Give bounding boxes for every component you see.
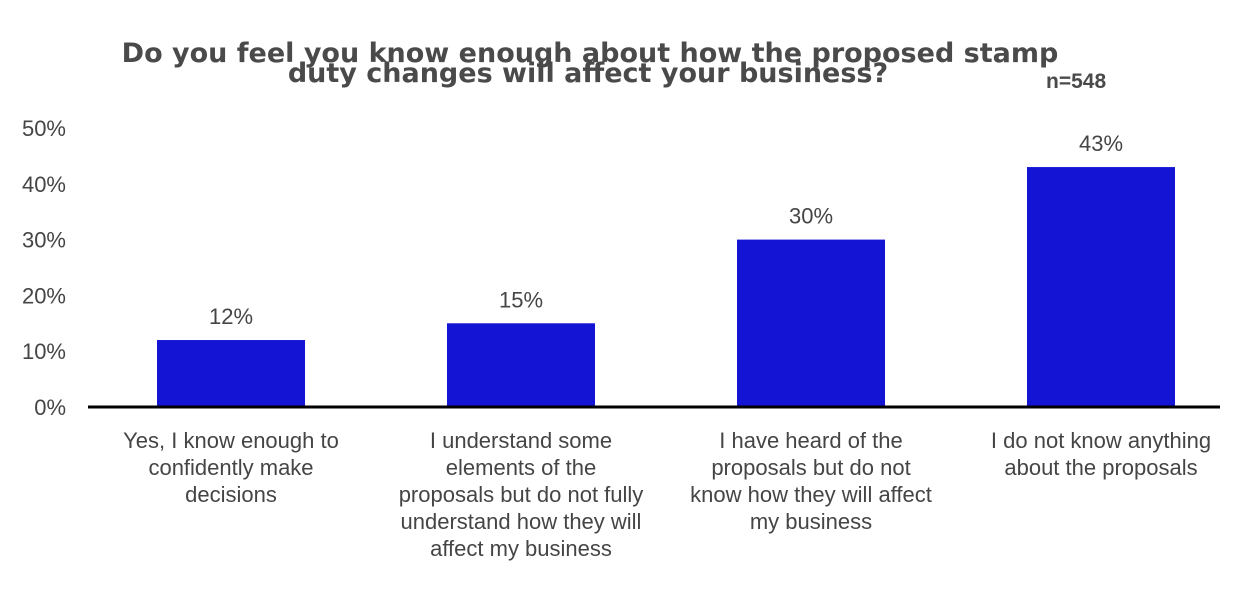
y-tick-label: 40% [22,172,66,197]
chart-title-line-1: Do you feel you know enough about how th… [121,38,1059,69]
bar [447,323,595,407]
x-category-label: I understand some elements of the propos… [398,428,644,561]
data-label: 30% [789,204,833,229]
data-label: 15% [499,287,543,312]
y-tick-label: 30% [22,228,66,253]
data-label: 12% [209,304,253,329]
y-tick-label: 20% [22,283,66,308]
data-label: 43% [1079,131,1123,156]
y-axis-ticks: 0% 10% 20% 30% 40% 50% [22,116,66,420]
x-category-label: Yes, I know enough to confidently make d… [123,428,339,507]
x-category-label: I do not know anything about the proposa… [990,428,1212,480]
y-tick-label: 10% [22,339,66,364]
bar [157,340,305,407]
bars [157,167,1175,407]
x-category-label: I have heard of the proposals but do not… [690,428,932,534]
y-tick-label: 0% [34,395,66,420]
bar [737,239,885,407]
sample-size-annotation: n=548 [1046,70,1107,93]
y-tick-label: 50% [22,116,66,141]
bar [1027,167,1175,407]
chart-title-line-2: duty changes will affect your business? [287,58,889,89]
data-labels: 12% 15% 30% 43% [209,131,1123,329]
